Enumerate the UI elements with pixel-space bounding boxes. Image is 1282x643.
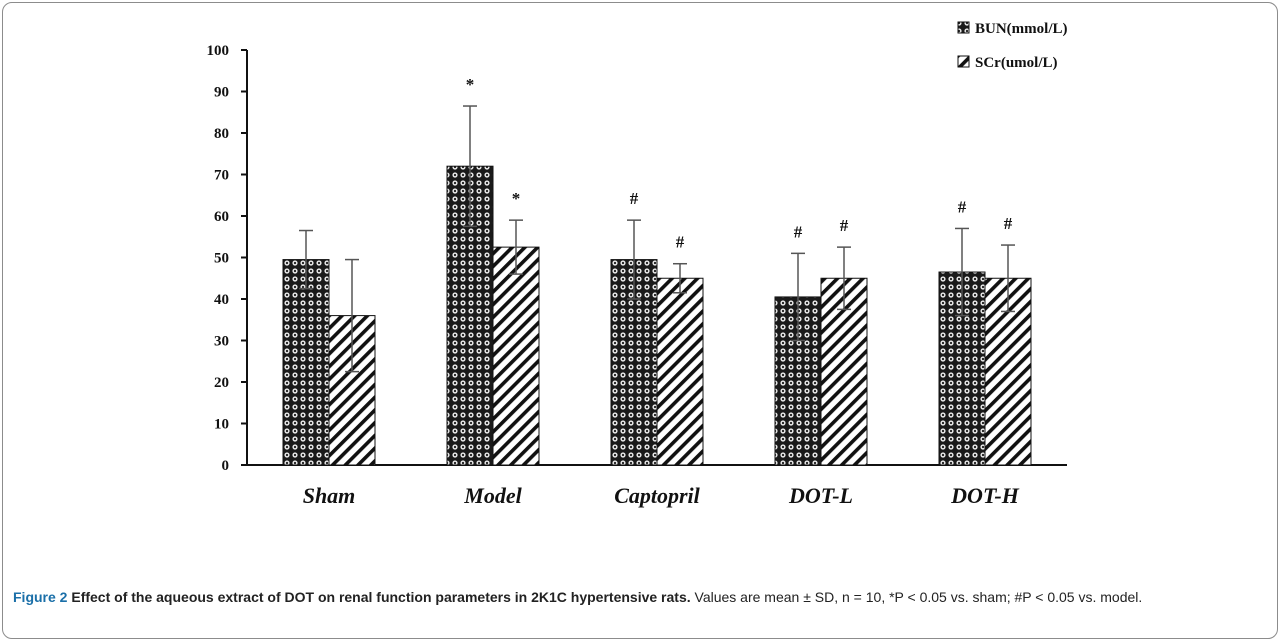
significance-mark: # <box>794 222 803 241</box>
bar <box>282 259 330 466</box>
bar-chart: 0 10 20 30 40 50 60 70 80 90 100 Sham * * Model # # Capto… <box>207 21 1068 508</box>
bar <box>328 315 376 466</box>
y-tick-label: 30 <box>214 334 229 350</box>
figure-caption: Figure 2 Effect of the aqueous extract o… <box>13 587 1273 607</box>
y-tick-label: 50 <box>214 251 229 267</box>
caption-title: Effect of the aqueous extract of DOT on … <box>71 589 691 605</box>
y-tick-label: 100 <box>207 43 230 59</box>
caption-label: Figure 2 <box>13 589 68 605</box>
x-category-label: DOT-H <box>950 483 1020 508</box>
x-category-label: Sham <box>303 483 356 508</box>
significance-mark: # <box>630 189 639 208</box>
x-category-label: DOT-L <box>788 483 853 508</box>
significance-mark: # <box>958 197 967 216</box>
legend-swatch <box>957 55 970 68</box>
y-tick-label: 40 <box>214 292 229 308</box>
significance-mark: * <box>512 189 521 208</box>
x-category-label: Captopril <box>614 483 700 508</box>
x-category-label: Model <box>463 483 522 508</box>
bar <box>492 246 540 466</box>
caption-text: Values are mean ± SD, n = 10, *P < 0.05 … <box>694 589 1143 605</box>
y-tick-label: 20 <box>214 375 229 391</box>
significance-mark: # <box>676 233 685 252</box>
significance-mark: # <box>840 216 849 235</box>
y-tick-label: 80 <box>214 126 229 142</box>
significance-mark: # <box>1004 214 1013 233</box>
bar <box>656 277 704 466</box>
y-tick-label: 10 <box>214 417 229 433</box>
y-tick-label: 90 <box>214 85 229 101</box>
significance-mark: * <box>466 75 475 94</box>
legend-swatch <box>957 21 970 34</box>
y-tick-label: 70 <box>214 168 229 184</box>
legend-label: SCr(umol/L) <box>975 55 1058 71</box>
y-tick-label: 60 <box>214 209 229 225</box>
y-tick-label: 0 <box>222 458 230 474</box>
legend-label: BUN(mmol/L) <box>975 21 1068 37</box>
